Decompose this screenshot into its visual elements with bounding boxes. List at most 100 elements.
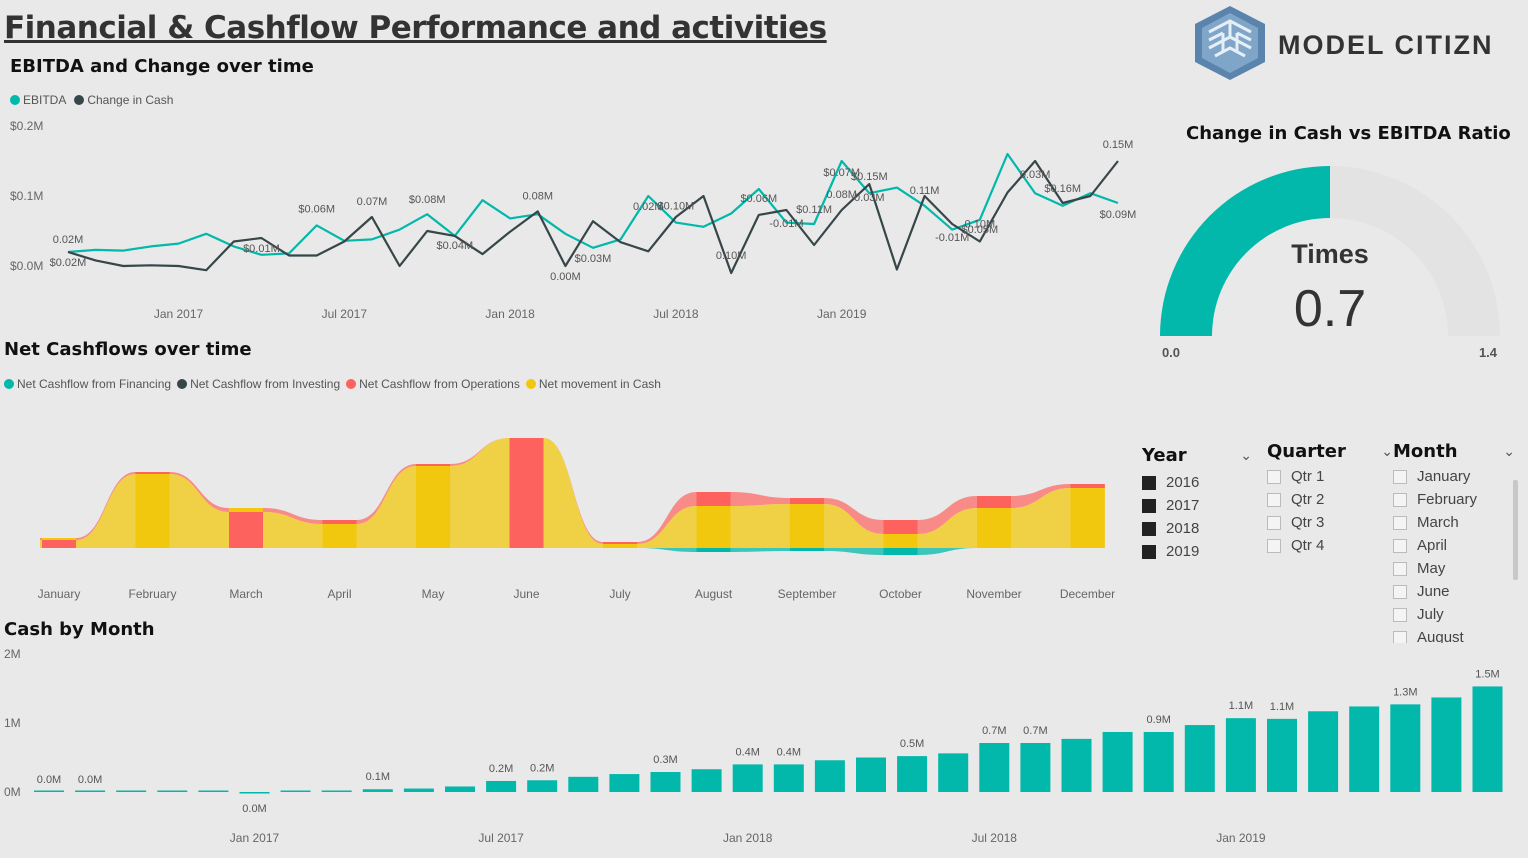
checkbox[interactable]	[1267, 515, 1281, 530]
checkbox[interactable]	[1393, 584, 1407, 599]
data-label: $0.03M	[575, 253, 612, 265]
month-option-january[interactable]: January	[1393, 465, 1515, 488]
legend-item-change-in-cash[interactable]: Change in Cash	[74, 93, 173, 107]
y-tick-label: $0.0M	[10, 259, 43, 273]
legend-item-financing[interactable]: Net Cashflow from Financing	[4, 377, 171, 391]
ribbon-segment	[603, 544, 637, 548]
legend-dot	[525, 379, 536, 389]
quarter-option-qtr-1[interactable]: Qtr 1	[1267, 465, 1393, 488]
x-tick-label: Jan 2019	[817, 307, 867, 321]
data-label: 0.0M	[37, 774, 61, 786]
month-option-may[interactable]: May	[1393, 557, 1515, 580]
quarter-option-qtr-2[interactable]: Qtr 2	[1267, 488, 1393, 511]
x-tick-label: December	[1060, 587, 1115, 601]
chevron-down-icon[interactable]: ⌄	[1503, 442, 1515, 459]
checkbox[interactable]	[1267, 538, 1281, 553]
checkbox[interactable]	[1393, 630, 1407, 643]
data-label: 0.1M	[366, 771, 390, 783]
data-label: $0.04M	[436, 240, 473, 252]
ribbon-segment	[696, 548, 731, 552]
legend-item-operations[interactable]: Net Cashflow from Operations	[346, 377, 520, 391]
slicer-option-label: 2018	[1166, 520, 1200, 537]
slicer-option-label: Qtr 3	[1291, 514, 1325, 531]
month-option-august[interactable]: August	[1393, 626, 1515, 643]
x-tick-label: Jan 2017	[230, 831, 280, 845]
data-label: 1.1M	[1229, 700, 1253, 712]
cube-maze-logo-icon	[1195, 6, 1265, 80]
x-tick-label: Jan 2018	[485, 307, 535, 321]
cash-bar	[691, 769, 722, 792]
x-tick-label: January	[38, 587, 81, 601]
ribbon-segment	[977, 508, 1011, 548]
checkbox[interactable]	[1393, 492, 1407, 507]
data-label: $0.02M	[50, 257, 87, 269]
ribbon-segment	[322, 520, 357, 524]
legend-item-investing[interactable]: Net Cashflow from Investing	[177, 377, 340, 391]
legend-item-net-movement[interactable]: Net movement in Cash	[525, 377, 661, 391]
checkbox[interactable]	[1142, 544, 1156, 559]
year-option-2016[interactable]: 2016	[1142, 471, 1252, 494]
y-tick-label: 1M	[4, 716, 21, 730]
slicer-option-label: 2017	[1166, 497, 1200, 514]
ribbon-segment	[790, 504, 824, 548]
ribbon-segment	[1070, 484, 1105, 488]
checkbox[interactable]	[1267, 469, 1281, 484]
slicer-option-label: February	[1417, 491, 1478, 508]
chevron-down-icon[interactable]: ⌄	[1381, 442, 1393, 459]
data-label: 0.4M	[777, 746, 801, 758]
x-tick-label: Jan 2019	[1216, 831, 1266, 845]
checkbox[interactable]	[1142, 521, 1156, 536]
slicer-option-label: April	[1417, 537, 1448, 554]
quarter-slicer: Quarter ⌄ Qtr 1 Qtr 2 Qtr 3 Qtr 4	[1267, 439, 1393, 557]
month-option-july[interactable]: July	[1393, 603, 1515, 626]
month-option-april[interactable]: April	[1393, 534, 1515, 557]
ribbon-segment	[883, 534, 918, 548]
slicer-option-label: March	[1417, 514, 1459, 531]
data-label: 1.3M	[1393, 686, 1417, 698]
data-label: 0.03M	[1020, 169, 1051, 181]
gauge-fill	[1160, 166, 1330, 336]
cash-bar	[609, 774, 640, 792]
cash-bar	[280, 790, 311, 792]
checkbox[interactable]	[1393, 607, 1407, 622]
legend-dot	[10, 95, 20, 105]
data-label: 0.08M	[522, 190, 553, 202]
checkbox[interactable]	[1267, 492, 1281, 507]
data-label: 0.11M	[910, 185, 940, 197]
month-slicer-scrollbar[interactable]	[1513, 480, 1518, 580]
checkbox[interactable]	[1393, 515, 1407, 530]
x-tick-label: Jan 2017	[154, 307, 204, 321]
slicer-option-label: 2016	[1166, 474, 1200, 491]
legend-item-ebitda[interactable]: EBITDA	[10, 93, 66, 107]
checkbox[interactable]	[1393, 561, 1407, 576]
chevron-down-icon[interactable]: ⌄	[1240, 446, 1252, 463]
cash-bar	[116, 790, 147, 792]
quarter-option-qtr-4[interactable]: Qtr 4	[1267, 534, 1393, 557]
cash-bar	[897, 756, 928, 792]
ribbon-segment	[696, 506, 731, 548]
month-option-march[interactable]: March	[1393, 511, 1515, 534]
ebitda-chart-title: EBITDA and Change over time	[10, 56, 314, 77]
x-tick-label: February	[128, 587, 176, 601]
cash-chart-title: Cash by Month	[4, 619, 155, 640]
month-option-february[interactable]: February	[1393, 488, 1515, 511]
data-label: 0.07M	[357, 196, 388, 208]
month-option-june[interactable]: June	[1393, 580, 1515, 603]
checkbox[interactable]	[1393, 538, 1407, 553]
checkbox[interactable]	[1142, 498, 1156, 513]
checkbox[interactable]	[1393, 469, 1407, 484]
year-option-2018[interactable]: 2018	[1142, 517, 1252, 540]
x-tick-label: Jul 2017	[322, 307, 368, 321]
year-option-2019[interactable]: 2019	[1142, 540, 1252, 563]
slicer-option-label: Qtr 4	[1291, 537, 1325, 554]
checkbox[interactable]	[1142, 475, 1156, 490]
quarter-option-qtr-3[interactable]: Qtr 3	[1267, 511, 1393, 534]
data-label: 0.0M	[78, 774, 102, 786]
slicer-option-label: Qtr 1	[1291, 468, 1325, 485]
cash-bar	[1472, 686, 1503, 792]
year-option-2017[interactable]: 2017	[1142, 494, 1252, 517]
ratio-gauge: Times 0.7 0.0 1.4	[1160, 166, 1500, 360]
data-label: $0.07M	[823, 167, 860, 179]
cash-bar	[938, 753, 969, 792]
cash-bar	[198, 790, 229, 792]
